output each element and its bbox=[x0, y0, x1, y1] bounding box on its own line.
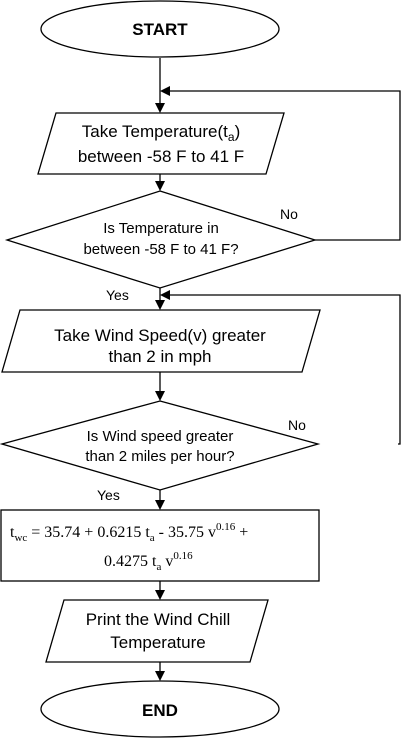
output-print-line1: Print the Wind Chill bbox=[86, 610, 231, 629]
arrowhead-left bbox=[160, 86, 170, 96]
decision-temperature-no-label: No bbox=[280, 206, 298, 222]
decision-wind-line1: Is Wind speed greater bbox=[87, 428, 234, 445]
output-print-shape bbox=[45, 599, 269, 663]
decision-temperature-line1: Is Temperature in bbox=[103, 220, 219, 237]
end-label: END bbox=[142, 701, 178, 720]
arrowheads bbox=[155, 86, 170, 681]
input-temperature-line2: between -58 F to 41 F bbox=[78, 147, 244, 166]
formula-part2: - 35.75 v bbox=[155, 524, 216, 541]
decision-wind-line2: than 2 miles per hour? bbox=[85, 448, 234, 465]
decision-wind: Is Wind speed greater than 2 miles per h… bbox=[0, 400, 321, 503]
decision-temperature-shape bbox=[4, 190, 318, 289]
start-ellipse bbox=[40, 0, 280, 58]
input-temperature-shape bbox=[37, 112, 285, 175]
formula-wc-subscript: wc bbox=[14, 532, 27, 544]
formula-line1: twc = 35.74 + 0.6215 ta - 35.75 v0.16 + bbox=[10, 521, 248, 544]
decision-wind-no-label: No bbox=[288, 417, 306, 433]
formula-line2-part1: 0.4275 t bbox=[104, 553, 157, 570]
formula-a2-subscript: a bbox=[156, 561, 161, 573]
formula-a1-subscript: a bbox=[150, 532, 155, 544]
decision-wind-shape bbox=[0, 400, 321, 491]
formula-exp2-superscript: 0.16 bbox=[173, 550, 193, 562]
input-temperature-line1: Take Temperature(ta) bbox=[82, 122, 241, 144]
arrowhead-down bbox=[155, 590, 165, 600]
formula-t: t bbox=[10, 524, 15, 541]
formula-part1: = 35.74 + 0.6215 t bbox=[27, 524, 150, 541]
arrowhead-left bbox=[160, 290, 170, 300]
formula-box bbox=[0, 509, 320, 582]
arrowhead-down bbox=[155, 671, 165, 681]
formula-exp1-superscript: 0.16 bbox=[216, 521, 236, 533]
input-temperature-line1-end: ) bbox=[235, 122, 241, 141]
input-temperature: Take Temperature(ta) between -58 F to 41… bbox=[37, 112, 285, 175]
input-wind-line2: than 2 in mph bbox=[108, 347, 211, 366]
start-label: START bbox=[132, 20, 188, 39]
formula-line2-part2: v bbox=[161, 553, 173, 570]
input-temperature-line1-main: Take Temperature(t bbox=[82, 122, 228, 141]
arrowhead-down bbox=[155, 500, 165, 510]
decision-temperature: Is Temperature in between -58 F to 41 F?… bbox=[4, 190, 318, 303]
input-wind: Take Wind Speed(v) greater than 2 in mph bbox=[1, 309, 321, 373]
connectors bbox=[159, 58, 401, 674]
arrowhead-down bbox=[155, 181, 165, 191]
output-print: Print the Wind Chill Temperature bbox=[45, 599, 269, 663]
decision-temperature-line2: between -58 F to 41 F? bbox=[83, 241, 238, 258]
start-terminator: START bbox=[40, 0, 280, 58]
decision-temperature-yes-label: Yes bbox=[106, 287, 129, 303]
formula-line2: 0.4275 ta v0.16 bbox=[104, 550, 193, 573]
output-print-line2: Temperature bbox=[110, 633, 205, 652]
loop-temperature-no bbox=[168, 90, 401, 241]
arrowhead-down bbox=[155, 391, 165, 401]
formula-part3: + bbox=[235, 524, 248, 541]
end-terminator: END bbox=[40, 680, 280, 738]
input-wind-line1: Take Wind Speed(v) greater bbox=[54, 326, 266, 345]
end-ellipse bbox=[40, 680, 280, 738]
arrowhead-down bbox=[155, 300, 165, 310]
loop-wind-no bbox=[168, 294, 401, 445]
decision-wind-yes-label: Yes bbox=[97, 487, 120, 503]
arrowhead-down bbox=[155, 103, 165, 113]
formula-process: twc = 35.74 + 0.6215 ta - 35.75 v0.16 + … bbox=[0, 509, 320, 582]
input-wind-shape bbox=[1, 309, 321, 373]
input-temperature-subscript: a bbox=[228, 130, 235, 144]
